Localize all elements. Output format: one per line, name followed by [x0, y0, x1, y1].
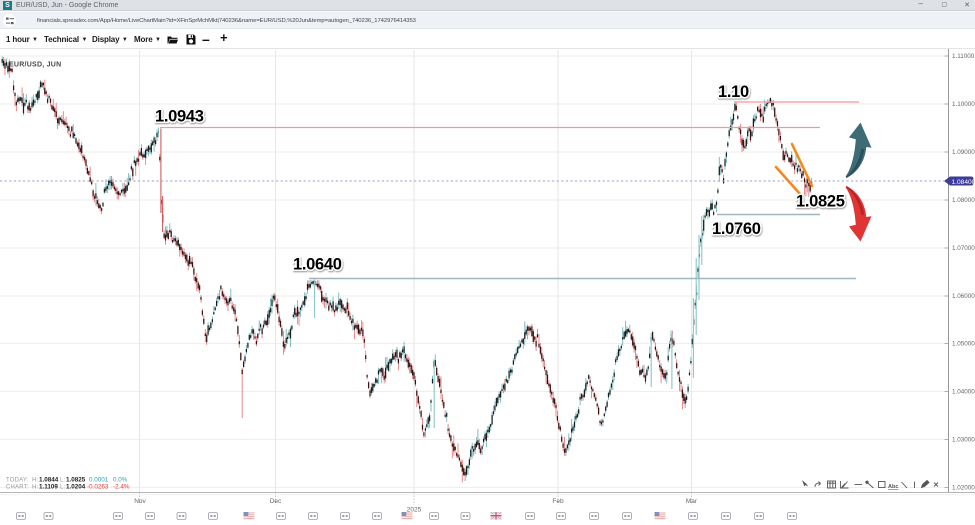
svg-text:Mar: Mar	[686, 498, 698, 505]
svg-text:1.0640: 1.0640	[293, 256, 342, 274]
svg-text:L:: L:	[60, 476, 66, 483]
svg-text:1.06000: 1.06000	[952, 293, 975, 300]
svg-text:EUR/USD, JUN: EUR/USD, JUN	[9, 62, 61, 69]
svg-text:1.05000: 1.05000	[952, 341, 975, 348]
svg-text:0.0%: 0.0%	[113, 476, 128, 483]
svg-text:1.0825: 1.0825	[66, 476, 86, 483]
svg-text:1.08000: 1.08000	[952, 197, 975, 204]
svg-text:1.09000: 1.09000	[952, 149, 975, 156]
svg-text:1.1109: 1.1109	[39, 483, 58, 490]
svg-text:1.11000: 1.11000	[952, 53, 975, 60]
svg-text:2025: 2025	[407, 507, 422, 514]
svg-text:H:: H:	[32, 483, 39, 490]
svg-text:1.0760: 1.0760	[712, 220, 761, 238]
svg-text:0.0001: 0.0001	[89, 476, 109, 483]
svg-text:1.10000: 1.10000	[952, 101, 975, 108]
svg-text:1.0844: 1.0844	[39, 476, 59, 483]
svg-text:L:: L:	[60, 483, 66, 490]
svg-text:1.04000: 1.04000	[952, 389, 975, 396]
svg-text:Feb: Feb	[552, 498, 564, 505]
svg-text:1.0943: 1.0943	[155, 108, 204, 126]
svg-text:Abc: Abc	[888, 484, 898, 490]
svg-text:1.08400: 1.08400	[952, 179, 975, 186]
svg-text:CHART:: CHART:	[6, 484, 29, 490]
svg-text:Nov: Nov	[134, 498, 146, 505]
svg-text:1.03000: 1.03000	[952, 437, 975, 444]
svg-text:H:: H:	[32, 476, 39, 483]
svg-text:1.0825: 1.0825	[796, 193, 845, 211]
svg-text:Dec: Dec	[270, 498, 282, 505]
svg-text:1.0204: 1.0204	[66, 483, 86, 490]
svg-text:1.10: 1.10	[718, 83, 749, 101]
svg-text:TODAY:: TODAY:	[6, 477, 29, 483]
svg-text:-2.4%: -2.4%	[113, 483, 130, 490]
svg-text:-0.0263: -0.0263	[87, 483, 109, 490]
svg-text:1.07000: 1.07000	[952, 245, 975, 252]
svg-text:1.02000: 1.02000	[952, 485, 975, 492]
